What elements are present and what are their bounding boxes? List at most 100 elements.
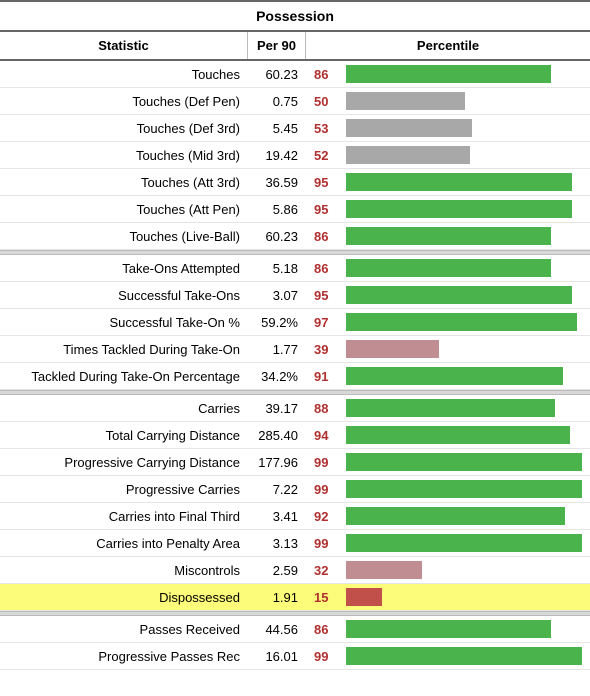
percentile-bar-cell — [346, 169, 590, 195]
percentile-bar-cell — [346, 530, 590, 556]
table-row: Touches (Live-Ball)60.2386 — [0, 223, 590, 250]
stat-link[interactable]: Passes Received — [140, 622, 240, 637]
stat-link[interactable]: Tackled During Take-On Percentage — [31, 369, 240, 384]
percentile-bar — [346, 426, 570, 444]
percentile-bar — [346, 480, 582, 498]
per90-value: 59.2% — [248, 309, 306, 335]
percentile-bar-cell — [346, 503, 590, 529]
table-body: Touches60.2386Touches (Def Pen)0.7550Tou… — [0, 61, 590, 670]
percentile-bar-cell — [346, 88, 590, 114]
percentile-bar — [346, 65, 551, 83]
per90-value: 1.77 — [248, 336, 306, 362]
percentile-value: 32 — [306, 557, 346, 583]
stat-link[interactable]: Carries into Penalty Area — [96, 536, 240, 551]
table-row: Dispossessed 1.9115 — [0, 584, 590, 611]
per90-value: 5.18 — [248, 255, 306, 281]
percentile-bar — [346, 453, 582, 471]
per90-value: 3.41 — [248, 503, 306, 529]
percentile-bar-cell — [346, 476, 590, 502]
table-row: Carries into Penalty Area3.1399 — [0, 530, 590, 557]
stat-link[interactable]: Touches (Mid 3rd) — [136, 148, 240, 163]
percentile-bar-cell — [346, 363, 590, 389]
percentile-bar — [346, 647, 582, 665]
percentile-bar — [346, 561, 422, 579]
table-row: Touches (Def 3rd)5.4553 — [0, 115, 590, 142]
percentile-bar — [346, 200, 572, 218]
percentile-bar-cell — [346, 643, 590, 669]
percentile-value: 95 — [306, 196, 346, 222]
percentile-bar-cell — [346, 309, 590, 335]
header-statistic: Statistic — [0, 32, 248, 59]
table-row: Touches 60.2386 — [0, 61, 590, 88]
per90-value: 39.17 — [248, 395, 306, 421]
percentile-value: 86 — [306, 61, 346, 87]
percentile-bar-cell — [346, 557, 590, 583]
per90-value: 60.23 — [248, 61, 306, 87]
table-row: Touches (Att Pen) 5.8695 — [0, 196, 590, 223]
stat-link[interactable]: Progressive Carrying Distance — [64, 455, 240, 470]
per90-value: 16.01 — [248, 643, 306, 669]
stat-link[interactable]: Progressive Passes Rec — [98, 649, 240, 664]
percentile-bar — [346, 367, 563, 385]
percentile-value: 86 — [306, 616, 346, 642]
table-row: Touches (Def Pen) 0.7550 — [0, 88, 590, 115]
per90-value: 177.96 — [248, 449, 306, 475]
percentile-bar-cell — [346, 395, 590, 421]
percentile-bar — [346, 119, 472, 137]
possession-table: Possession Statistic Per 90 Percentile T… — [0, 0, 590, 670]
percentile-bar — [346, 588, 382, 606]
stat-link[interactable]: Touches (Live-Ball) — [129, 229, 240, 244]
stat-link[interactable]: Touches — [192, 67, 240, 82]
table-row: Carries39.1788 — [0, 395, 590, 422]
stat-link[interactable]: Carries — [198, 401, 240, 416]
per90-value: 5.86 — [248, 196, 306, 222]
stat-link[interactable]: Successful Take-On % — [109, 315, 240, 330]
percentile-bar-cell — [346, 616, 590, 642]
per90-value: 1.91 — [248, 584, 306, 610]
table-row: Total Carrying Distance285.4094 — [0, 422, 590, 449]
percentile-value: 39 — [306, 336, 346, 362]
stat-link[interactable]: Miscontrols — [174, 563, 240, 578]
per90-value: 0.75 — [248, 88, 306, 114]
stat-link[interactable]: Touches (Att 3rd) — [141, 175, 240, 190]
stat-link[interactable]: Successful Take-Ons — [118, 288, 240, 303]
percentile-value: 50 — [306, 88, 346, 114]
percentile-bar — [346, 173, 572, 191]
percentile-bar-cell — [346, 255, 590, 281]
table-row: Tackled During Take-On Percentage34.2%91 — [0, 363, 590, 390]
table-row: Progressive Carries7.2299 — [0, 476, 590, 503]
per90-value: 7.22 — [248, 476, 306, 502]
percentile-bar — [346, 399, 555, 417]
percentile-bar-cell — [346, 223, 590, 249]
stat-link[interactable]: Dispossessed — [159, 590, 240, 605]
percentile-bar — [346, 146, 470, 164]
stat-link[interactable]: Touches (Def 3rd) — [137, 121, 240, 136]
percentile-bar — [346, 92, 465, 110]
per90-value: 5.45 — [248, 115, 306, 141]
stat-link[interactable]: Total Carrying Distance — [106, 428, 240, 443]
stat-link[interactable]: Touches (Def Pen) — [132, 94, 240, 109]
stat-link[interactable]: Progressive Carries — [126, 482, 240, 497]
per90-value: 36.59 — [248, 169, 306, 195]
per90-value: 285.40 — [248, 422, 306, 448]
table-row: Miscontrols2.5932 — [0, 557, 590, 584]
percentile-bar — [346, 313, 577, 331]
percentile-bar — [346, 227, 551, 245]
percentile-bar — [346, 286, 572, 304]
percentile-value: 95 — [306, 169, 346, 195]
stat-link[interactable]: Take-Ons Attempted — [122, 261, 240, 276]
table-row: Progressive Passes Rec16.0199 — [0, 643, 590, 670]
table-row: Touches (Mid 3rd)19.4252 — [0, 142, 590, 169]
percentile-value: 91 — [306, 363, 346, 389]
percentile-value: 15 — [306, 584, 346, 610]
percentile-bar-cell — [346, 61, 590, 87]
per90-value: 19.42 — [248, 142, 306, 168]
stat-link[interactable]: Touches (Att Pen) — [137, 202, 240, 217]
percentile-value: 92 — [306, 503, 346, 529]
stat-link[interactable]: Times Tackled During Take-On — [63, 342, 240, 357]
table-row: Passes Received44.5686 — [0, 616, 590, 643]
percentile-value: 99 — [306, 449, 346, 475]
table-row: Progressive Carrying Distance 177.9699 — [0, 449, 590, 476]
stat-link[interactable]: Carries into Final Third — [109, 509, 240, 524]
percentile-value: 86 — [306, 255, 346, 281]
